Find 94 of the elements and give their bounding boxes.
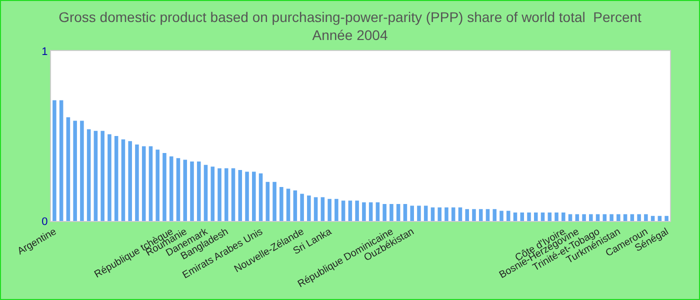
bar: [534, 212, 538, 221]
bar: [382, 204, 386, 221]
bar: [156, 150, 160, 221]
bar: [73, 120, 77, 221]
bar: [650, 216, 655, 221]
bar: [438, 207, 442, 221]
bar: [610, 214, 614, 221]
bar: [286, 188, 290, 221]
chart-subtitle: Année 2004: [312, 27, 388, 44]
bar: [500, 210, 504, 221]
chart-title: Gross domestic product based on purchasing-power-parity (PPP) share of world total Percent: [58, 8, 642, 25]
bar: [196, 162, 201, 221]
bar: [190, 162, 194, 221]
bar: [376, 202, 380, 221]
bar: [658, 216, 662, 221]
bar: [486, 209, 490, 221]
bar: [637, 214, 641, 221]
bar: [396, 204, 400, 221]
bar: [108, 134, 112, 221]
bar: [458, 207, 462, 221]
bar: [59, 100, 64, 221]
bar: [169, 156, 174, 221]
bar: [390, 204, 394, 221]
bar: [417, 206, 421, 221]
bar: [300, 194, 304, 221]
bar: [334, 198, 338, 221]
bar: [280, 187, 284, 221]
bar: [272, 182, 276, 221]
bar: [218, 168, 222, 221]
bar: [554, 212, 558, 221]
bar: [86, 129, 91, 221]
bar: [328, 198, 332, 221]
bar: [162, 153, 166, 221]
bar: [478, 209, 483, 221]
bar: [575, 214, 580, 221]
bar: [589, 214, 593, 221]
bar: [630, 214, 634, 221]
bar: [266, 182, 270, 221]
bar: [231, 168, 236, 221]
bar: [623, 214, 628, 221]
bar: [424, 206, 428, 221]
bar: [410, 206, 414, 221]
bar: [121, 139, 126, 221]
bar: [258, 173, 263, 221]
bar: [527, 212, 531, 221]
bar: [451, 207, 456, 221]
bar: [100, 130, 104, 221]
bar: [142, 146, 146, 221]
bar: [341, 200, 346, 221]
y-tick-label: 1: [42, 46, 48, 58]
bar: [314, 197, 318, 221]
bar: [506, 210, 510, 221]
bar: [224, 168, 228, 221]
bar: [80, 120, 84, 221]
bar: [644, 214, 648, 221]
bar: [252, 172, 256, 221]
bar: [114, 136, 118, 221]
bar: [52, 100, 56, 221]
bar: [238, 170, 242, 221]
bar: [548, 212, 552, 221]
bar: [430, 207, 435, 221]
bar: [176, 158, 180, 221]
bar: [403, 204, 408, 221]
bar: [293, 190, 298, 221]
bar: [210, 166, 215, 221]
bar: [602, 214, 607, 221]
bar: [472, 209, 476, 221]
bar: [444, 207, 448, 221]
bar: [362, 202, 366, 221]
bar: [582, 214, 586, 221]
bar: [245, 172, 249, 221]
bar: [540, 212, 545, 221]
bar: [204, 164, 208, 221]
bar: [465, 209, 469, 221]
bar: [562, 212, 566, 221]
y-tick-label: 0: [42, 216, 48, 228]
bar: [568, 214, 572, 221]
bar: [513, 212, 518, 221]
bar: [66, 117, 70, 221]
bar: [616, 214, 620, 221]
bar: [492, 209, 497, 221]
bar: [135, 144, 139, 221]
bar: [368, 202, 373, 221]
bar: [320, 197, 325, 221]
bar: [348, 200, 352, 221]
bar: [355, 200, 359, 221]
bar: [183, 160, 188, 221]
bar: [664, 216, 668, 221]
bar: [148, 146, 153, 221]
bar: [128, 141, 132, 221]
bar: [94, 130, 98, 221]
bar: [520, 212, 524, 221]
bar: [307, 196, 311, 221]
bar: [596, 214, 600, 221]
